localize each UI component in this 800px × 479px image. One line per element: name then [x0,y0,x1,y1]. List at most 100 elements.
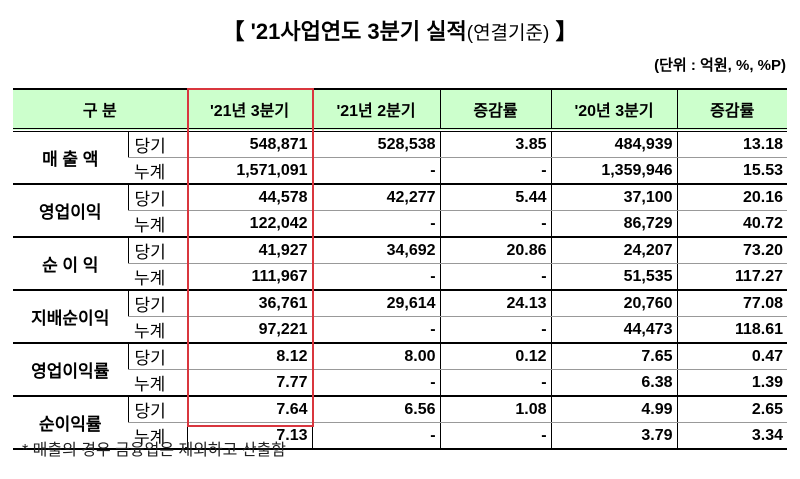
value-cell: - [311,422,441,450]
period-type: 누계 [128,157,188,185]
column-header: 증감률 [676,88,788,132]
value-cell: - [311,157,441,185]
period-type: 당기 [127,289,188,317]
table-row: 누계 7.13- -3.79 3.34 [13,422,788,450]
value-cell: 484,939 [550,130,678,158]
value-cell: 1,571,091 [186,157,313,185]
period-type: 당기 [127,183,188,211]
value-cell: 117.27 [676,263,788,291]
group-label: 영업이익률 [13,342,128,397]
group-label: 순이익률 [13,395,128,450]
table-row: 순 이 익 당기 41,927 34,692 20.86 24,207 73.20 [13,236,788,291]
value-cell: - [439,422,552,450]
value-cell: - [311,263,441,291]
value-cell: 20.86 [439,236,552,264]
value-cell: 20.16 [676,183,788,211]
value-cell: 29,614 [311,289,441,317]
value-cell: 51,535 [550,263,678,291]
value-cell: 73.20 [676,236,788,264]
value-cell: 77.08 [676,289,788,317]
value-cell: 24,207 [550,236,678,264]
period-type: 누계 [128,422,188,450]
value-cell: 7.77 [186,369,313,397]
period-type: 당기 [127,236,188,264]
table-row: 매 출 액 당기 548,871 528,538 3.85 484,939 13.18 [13,130,788,185]
value-cell: 111,967 [186,263,313,291]
group-label: 순 이 익 [13,236,128,291]
value-cell: 548,871 [186,130,313,158]
table-row: 누계 1,571,091- -1,359,946 15.53 [13,157,788,185]
value-cell: 1.39 [676,369,788,397]
value-cell: - [439,369,552,397]
value-cell: 7.65 [550,342,678,370]
period-type: 당기 [127,342,188,370]
table-row: 누계 122,042- -86,729 40.72 [13,210,788,238]
value-cell: 4.99 [550,395,678,423]
period-type: 누계 [128,210,188,238]
value-cell: 3.34 [676,422,788,450]
value-cell: 86,729 [550,210,678,238]
column-header: 구 분 [13,88,188,132]
value-cell: 3.79 [550,422,678,450]
group-label: 매 출 액 [13,130,128,185]
period-type: 당기 [127,130,188,158]
value-cell: 34,692 [311,236,441,264]
value-cell: 2.65 [676,395,788,423]
value-cell: 36,761 [186,289,313,317]
page-title: 【 '21사업연도 3분기 실적(연결기준) 】 [0,14,800,46]
value-cell: 3.85 [439,130,552,158]
value-cell: - [439,157,552,185]
period-type: 누계 [128,263,188,291]
value-cell: 41,927 [186,236,313,264]
value-cell: - [311,316,441,344]
value-cell: 8.12 [186,342,313,370]
column-header: 증감률 [439,88,552,132]
group-label: 지배순이익 [13,289,128,344]
table-row: 영업이익 당기 44,578 42,277 5.44 37,100 20.16 [13,183,788,238]
period-type: 당기 [127,395,188,423]
table-row: 누계 7.77- -6.38 1.39 [13,369,788,397]
value-cell: - [439,263,552,291]
footnote: * 매출의 경우 금융업은 제외하고 산출함 [22,442,286,459]
table-row: 누계 111,967- -51,535 117.27 [13,263,788,291]
title-close: 】 [549,19,578,44]
group-label: 영업이익 [13,183,128,238]
value-cell: 44,578 [186,183,313,211]
table-row: 영업이익률 당기 8.12 8.00 0.12 7.65 0.47 [13,342,788,397]
value-cell: 20,760 [550,289,678,317]
period-type: 누계 [128,316,188,344]
value-cell: 13.18 [676,130,788,158]
value-cell: 528,538 [311,130,441,158]
value-cell: - [439,316,552,344]
value-cell: 15.53 [676,157,788,185]
value-cell: - [311,369,441,397]
value-cell: 37,100 [550,183,678,211]
value-cell: 6.38 [550,369,678,397]
table-row: 누계 97,221- -44,473 118.61 [13,316,788,344]
column-header: '21년 3분기 [186,88,313,132]
value-cell: 7.64 [186,395,313,423]
value-cell: 44,473 [550,316,678,344]
value-cell: 7.13 [186,422,313,450]
period-type: 누계 [128,369,188,397]
value-cell: 42,277 [311,183,441,211]
value-cell: - [439,210,552,238]
value-cell: 118.61 [676,316,788,344]
value-cell: 0.12 [439,342,552,370]
unit-label: (단위 : 억원, %, %P) [654,57,786,74]
table-row: 순이익률 당기 7.64 6.56 1.08 4.99 2.65 [13,395,788,450]
value-cell: 0.47 [676,342,788,370]
value-cell: 6.56 [311,395,441,423]
value-cell: 8.00 [311,342,441,370]
title-sub: (연결기준) [466,23,550,44]
value-cell: 97,221 [186,316,313,344]
title-main: 【 '21사업연도 3분기 실적 [222,19,467,44]
column-header: '21년 2분기 [311,88,441,132]
value-cell: - [311,210,441,238]
value-cell: 5.44 [439,183,552,211]
value-cell: 24.13 [439,289,552,317]
value-cell: 40.72 [676,210,788,238]
table-row: 지배순이익 당기 36,761 29,614 24.13 20,760 77.08 [13,289,788,344]
column-header: '20년 3분기 [550,88,678,132]
